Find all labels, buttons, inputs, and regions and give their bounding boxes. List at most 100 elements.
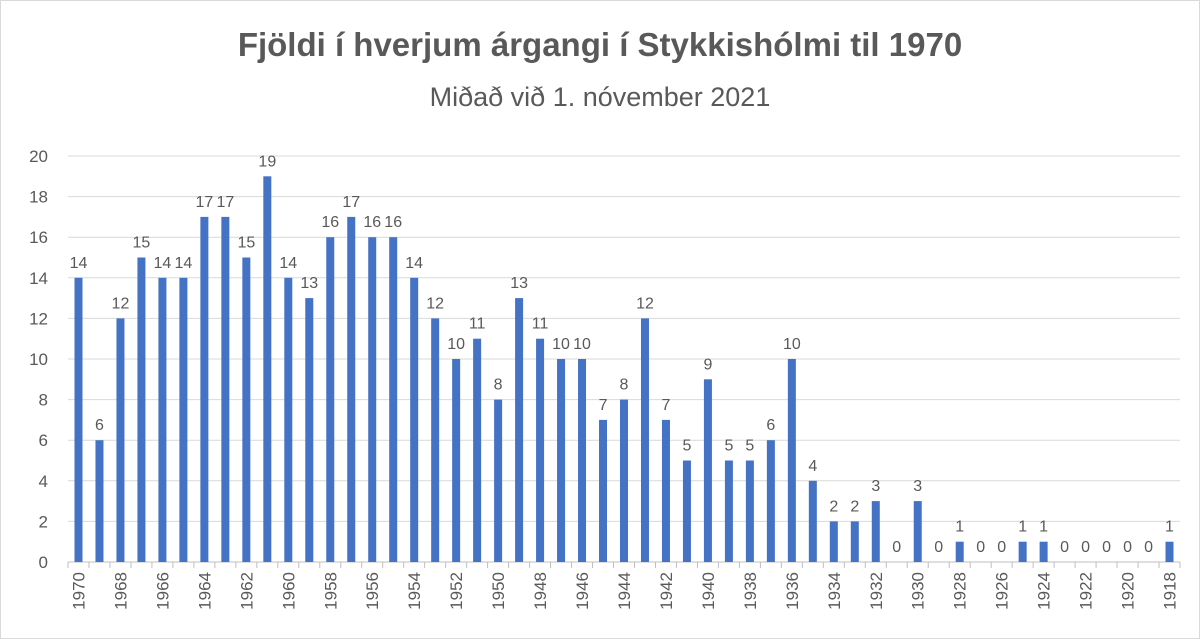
y-tick-label: 20 (29, 147, 48, 166)
data-label: 0 (1060, 539, 1069, 556)
data-label: 6 (766, 417, 775, 434)
data-label: 0 (997, 539, 1006, 556)
x-tick-label: 1964 (195, 572, 214, 610)
y-tick-label: 16 (29, 228, 48, 247)
data-label: 15 (133, 235, 151, 252)
bar (116, 318, 125, 562)
bar (326, 237, 335, 562)
bar (871, 501, 880, 562)
data-label: 0 (1123, 539, 1132, 556)
bar (703, 379, 712, 562)
data-label: 17 (195, 194, 213, 211)
bar (200, 216, 209, 562)
data-label: 5 (745, 438, 754, 455)
data-label: 15 (237, 235, 255, 252)
data-label: 0 (1081, 539, 1090, 556)
data-label: 2 (829, 498, 838, 515)
data-label: 1 (1039, 519, 1048, 536)
bar (389, 237, 398, 562)
y-tick-label: 2 (39, 512, 48, 531)
x-tick-label: 1924 (1035, 572, 1054, 610)
data-label: 19 (258, 153, 276, 170)
y-tick-label: 8 (39, 391, 48, 410)
data-label: 12 (112, 295, 130, 312)
x-tick-label: 1928 (951, 572, 970, 610)
data-label: 16 (321, 214, 339, 231)
bar (95, 440, 104, 562)
x-tick-label: 1970 (69, 572, 88, 610)
data-label: 0 (976, 539, 985, 556)
bar (74, 277, 83, 562)
data-label: 14 (174, 255, 192, 272)
y-tick-label: 6 (39, 431, 48, 450)
x-tick-label: 1958 (321, 572, 340, 610)
bar (494, 399, 503, 562)
bar (620, 399, 628, 562)
bar (955, 541, 964, 562)
x-tick-label: 1918 (1161, 572, 1180, 610)
bar (913, 501, 922, 562)
x-tick-label: 1938 (741, 572, 760, 610)
bar (179, 277, 188, 562)
x-tick-label: 1940 (699, 572, 718, 610)
x-tick-label: 1944 (615, 572, 634, 610)
x-tick-label: 1962 (237, 572, 256, 610)
y-tick-label: 14 (29, 269, 48, 288)
data-label: 12 (426, 295, 444, 312)
x-tick-label: 1942 (657, 572, 676, 610)
bar (724, 460, 733, 562)
data-label: 17 (216, 194, 234, 211)
data-label: 0 (1102, 539, 1111, 556)
data-label: 7 (662, 397, 671, 414)
bar (661, 419, 670, 562)
data-label: 14 (405, 255, 423, 272)
bar (1018, 541, 1027, 562)
y-tick-label: 0 (39, 553, 48, 572)
bar (368, 237, 377, 562)
data-label: 10 (783, 336, 801, 353)
data-label: 11 (532, 316, 549, 333)
x-tick-label: 1922 (1077, 572, 1096, 610)
bar (787, 359, 796, 562)
bar (242, 257, 251, 562)
bar (1165, 541, 1174, 562)
x-tick-label: 1948 (531, 572, 550, 610)
x-tick-label: 1954 (405, 572, 424, 610)
bar (745, 460, 754, 562)
chart-title: Fjöldi í hverjum árgangi í Stykkishólmi … (238, 26, 962, 63)
data-label: 0 (892, 539, 901, 556)
bar (284, 277, 293, 562)
data-label: 8 (620, 377, 629, 394)
x-tick-label: 1952 (447, 572, 466, 610)
data-label: 1 (955, 519, 964, 536)
data-label: 8 (494, 377, 503, 394)
data-label: 0 (1144, 539, 1153, 556)
bar (578, 359, 587, 562)
data-label: 14 (279, 255, 297, 272)
bar (766, 440, 775, 562)
x-tick-label: 1966 (153, 572, 172, 610)
data-label: 17 (342, 194, 360, 211)
data-label: 1 (1165, 519, 1174, 536)
x-tick-label: 1968 (111, 572, 130, 610)
data-label: 9 (703, 356, 712, 373)
bar (305, 298, 314, 562)
y-tick-label: 12 (29, 309, 48, 328)
data-label: 13 (510, 275, 528, 292)
data-label: 3 (871, 478, 880, 495)
x-tick-label: 1936 (783, 572, 802, 610)
bar (221, 216, 230, 562)
data-label: 11 (469, 316, 486, 333)
data-label: 10 (552, 336, 570, 353)
data-label: 13 (300, 275, 318, 292)
data-label: 5 (724, 438, 733, 455)
data-label: 10 (447, 336, 465, 353)
x-tick-label: 1946 (573, 572, 592, 610)
data-label: 16 (363, 214, 381, 231)
bar (473, 338, 482, 562)
data-label: 14 (154, 255, 172, 272)
data-label: 10 (573, 336, 591, 353)
chart-subtitle: Miðað við 1. nóvember 2021 (430, 82, 771, 112)
bar (829, 521, 838, 562)
data-label: 5 (682, 438, 691, 455)
